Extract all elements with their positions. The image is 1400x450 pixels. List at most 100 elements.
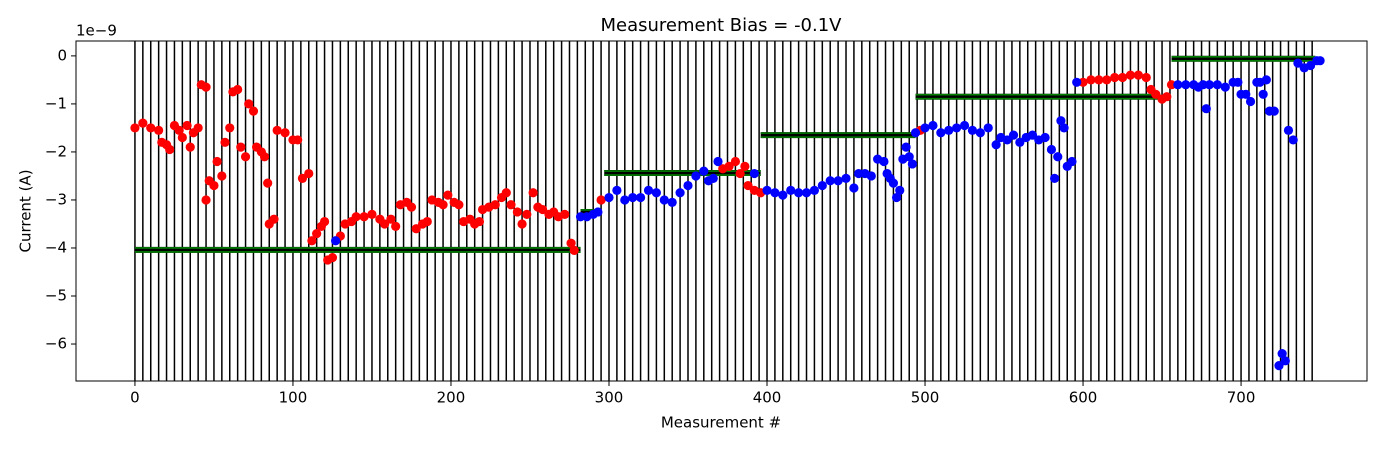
data-point bbox=[1201, 104, 1211, 114]
data-point bbox=[304, 168, 314, 179]
data-point bbox=[596, 195, 606, 205]
y-tick-label: −5 bbox=[45, 287, 67, 305]
data-point bbox=[667, 197, 677, 207]
data-point bbox=[248, 106, 259, 116]
data-point bbox=[575, 212, 586, 222]
data-point bbox=[1102, 75, 1112, 85]
data-point bbox=[749, 168, 759, 179]
data-point bbox=[240, 152, 251, 162]
data-point bbox=[201, 82, 211, 92]
data-point bbox=[182, 120, 192, 131]
data-point bbox=[683, 180, 693, 191]
data-point bbox=[1212, 80, 1222, 90]
data-point bbox=[1166, 80, 1177, 90]
data-point bbox=[359, 212, 369, 222]
x-tick-label: 500 bbox=[911, 389, 940, 407]
data-point bbox=[522, 209, 532, 219]
data-point bbox=[312, 228, 322, 239]
data-point bbox=[895, 185, 905, 195]
data-point bbox=[517, 219, 527, 229]
data-point bbox=[209, 180, 219, 191]
data-point bbox=[1050, 173, 1060, 183]
data-point bbox=[1283, 125, 1294, 135]
data-point bbox=[560, 209, 570, 219]
offset-label: 1e−9 bbox=[76, 22, 117, 40]
data-point bbox=[272, 125, 282, 135]
y-tick-label: −4 bbox=[45, 238, 67, 256]
data-point bbox=[201, 195, 211, 205]
data-point bbox=[1293, 58, 1303, 68]
data-point bbox=[708, 173, 718, 183]
data-point bbox=[569, 245, 579, 255]
data-point bbox=[528, 188, 538, 198]
data-point bbox=[1094, 75, 1104, 85]
data-point bbox=[1198, 80, 1208, 90]
data-point bbox=[1027, 130, 1038, 140]
x-tick-label: 600 bbox=[1069, 389, 1098, 407]
data-point bbox=[593, 207, 603, 217]
data-point bbox=[1241, 89, 1251, 99]
data-point bbox=[391, 221, 401, 231]
data-point bbox=[411, 224, 421, 234]
data-point bbox=[138, 118, 148, 128]
data-point bbox=[1015, 137, 1025, 147]
data-point bbox=[212, 156, 222, 167]
data-point bbox=[983, 123, 993, 133]
data-point bbox=[259, 152, 270, 162]
data-point bbox=[406, 202, 417, 212]
data-point bbox=[959, 120, 970, 131]
y-tick-label: 0 bbox=[57, 46, 67, 64]
data-point bbox=[778, 190, 788, 200]
data-point bbox=[1233, 77, 1243, 87]
data-point bbox=[1008, 130, 1019, 140]
data-point bbox=[699, 166, 709, 176]
y-tick-label: −2 bbox=[45, 142, 67, 160]
data-point bbox=[920, 123, 930, 133]
data-point bbox=[620, 195, 630, 205]
data-point bbox=[713, 156, 723, 167]
data-point bbox=[628, 192, 638, 203]
data-point bbox=[740, 161, 750, 171]
data-point bbox=[817, 180, 827, 191]
data-point bbox=[386, 214, 396, 224]
data-point bbox=[730, 156, 741, 167]
data-point bbox=[1046, 144, 1057, 155]
data-point bbox=[643, 185, 654, 195]
data-point bbox=[233, 84, 243, 95]
data-point bbox=[833, 176, 843, 186]
data-point bbox=[1040, 132, 1050, 143]
data-point bbox=[635, 192, 646, 203]
x-axis-label: Measurement # bbox=[661, 414, 781, 432]
data-point bbox=[866, 171, 876, 181]
data-point bbox=[146, 123, 156, 133]
data-point bbox=[1002, 135, 1012, 145]
data-point bbox=[1315, 56, 1325, 66]
data-point bbox=[888, 178, 899, 188]
data-point bbox=[1078, 77, 1088, 87]
data-point bbox=[1269, 106, 1279, 116]
data-point bbox=[901, 142, 911, 152]
data-point bbox=[1151, 89, 1161, 99]
data-point bbox=[841, 173, 851, 183]
data-point bbox=[490, 200, 500, 210]
data-point bbox=[1141, 72, 1151, 83]
y-axis-label: Current (A) bbox=[17, 169, 35, 252]
data-point bbox=[1258, 89, 1268, 99]
plot-frame bbox=[75, 40, 1368, 382]
data-point bbox=[612, 185, 622, 195]
data-point bbox=[1245, 96, 1256, 107]
x-tick-label: 700 bbox=[1227, 389, 1256, 407]
data-point bbox=[319, 216, 330, 227]
data-point bbox=[651, 188, 661, 198]
data-point bbox=[1277, 349, 1287, 359]
data-point bbox=[1261, 75, 1271, 85]
data-point bbox=[801, 188, 812, 198]
data-point bbox=[724, 161, 734, 171]
data-point bbox=[177, 132, 187, 143]
data-point bbox=[659, 195, 669, 205]
data-point bbox=[809, 185, 820, 195]
x-tick-label: 300 bbox=[595, 389, 624, 407]
data-point bbox=[217, 171, 227, 181]
data-point bbox=[154, 125, 164, 135]
y-tick-label: −1 bbox=[45, 94, 67, 112]
